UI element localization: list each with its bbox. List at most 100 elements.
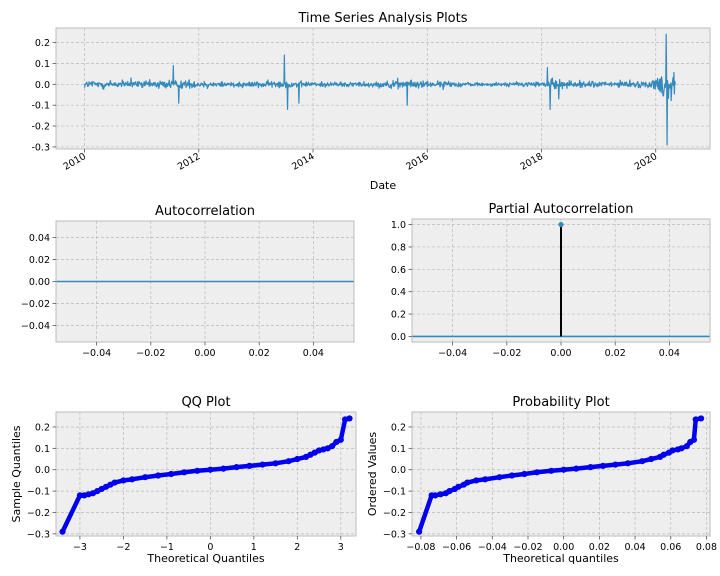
qq-chart: −3 −2 −1 0 1 2 3 −0.3 −0.2 −0.1 0.0 0.1 0.2 QQ Plot Th… [10, 395, 357, 565]
qq-point [220, 465, 227, 472]
ts-frame [55, 27, 711, 150]
qq-point [346, 415, 353, 422]
qq-point [207, 466, 214, 473]
qq-ylabel: Sample Quantiles [10, 425, 23, 522]
prob-point [669, 447, 676, 454]
qq-ytick-label: −0.3 [27, 529, 50, 540]
prob-point [599, 462, 607, 469]
pacf-chart: −0.04 −0.02 0.00 0.02 0.04 0.0 0.2 0.4 0.6 0.8 1.0… [391, 202, 711, 359]
qq-xtick-label: −3 [73, 542, 87, 553]
ts-xtick-label: 2012 [176, 151, 202, 173]
prob-xtick-label: 0.08 [696, 542, 717, 553]
prob-point [446, 488, 453, 495]
ts-ytick-label: 0.1 [35, 59, 50, 70]
ts-xtick-label: 2018 [519, 151, 545, 173]
prob-point [678, 445, 685, 452]
qq-xtick-label: −1 [160, 542, 174, 553]
prob-ytick-label: −0.2 [383, 508, 406, 519]
qq-xlabel: Theoretical Quantiles [146, 552, 264, 565]
prob-point [683, 443, 690, 450]
acf-xtick-label: 0.04 [303, 348, 324, 359]
prob-point [432, 492, 439, 499]
pacf-xtick-label: −0.04 [438, 348, 467, 359]
prob-point [533, 469, 541, 476]
ts-xtick-label: 2020 [633, 151, 659, 173]
acf-xtick-label: −0.04 [82, 348, 111, 359]
qq-frame [55, 411, 357, 537]
qq-point [155, 472, 162, 479]
ts-ytick-label: -0.2 [31, 122, 50, 133]
qq-point [59, 528, 66, 535]
acf-ytick-label: 0.02 [29, 255, 50, 266]
prob-frame [411, 411, 711, 537]
prob-point [648, 455, 655, 463]
acf-xtick-label: 0.02 [249, 348, 270, 359]
prob-point [573, 465, 580, 472]
pacf-ytick-label: 0.8 [391, 242, 406, 253]
pacf-ytick-label: 0.4 [391, 287, 406, 298]
qq-ytick-label: 0.2 [35, 422, 50, 433]
qq-ytick-label: −0.2 [27, 508, 50, 519]
pacf-xtick-label: −0.02 [492, 348, 521, 359]
acf-ytick-label: −0.04 [21, 321, 50, 332]
acf-xtick-label: −0.02 [136, 348, 165, 359]
qq-plot-area [56, 412, 356, 536]
prob-point [587, 464, 594, 471]
ts-xlabel: Date [370, 179, 397, 192]
prob-xtick-label: −0.08 [406, 542, 435, 553]
qq-xtick-label: −2 [116, 542, 130, 553]
ts-ytick-label: -0.3 [31, 142, 50, 153]
prob-xtick-label: 0.04 [624, 542, 645, 553]
qq-xtick-label: 2 [294, 542, 300, 553]
acf-chart: −0.04 −0.02 0.00 0.02 0.04 −0.04 −0.02 0.00 0.02… [21, 204, 355, 359]
ts-series-line [83, 33, 676, 146]
prob-point [473, 477, 480, 484]
ts-xtick-label: 2010 [62, 151, 88, 173]
prob-point [508, 472, 516, 479]
pacf-title: Partial Autocorrelation [489, 202, 634, 217]
pacf-data-layer [412, 221, 710, 338]
qq-point [142, 474, 149, 481]
ts-xtick-label: 2014 [290, 151, 316, 173]
ts-title: Time Series Analysis Plots [297, 11, 467, 26]
pacf-xtick-label: 0.00 [550, 348, 571, 359]
prob-ytick-label: −0.3 [383, 529, 406, 540]
prob-point [496, 474, 503, 481]
qq-point [128, 476, 136, 483]
pacf-xtick-label: 0.04 [659, 348, 680, 359]
ts-plot-area [56, 28, 710, 149]
pacf-xtick-label: 0.02 [605, 348, 626, 359]
ts-ytick-label: 0.0 [35, 80, 50, 91]
prob-point [464, 479, 471, 486]
prob-point [455, 483, 462, 490]
prob-point [521, 470, 528, 478]
qq-point [181, 469, 188, 476]
qq-point [328, 443, 336, 450]
prob-plot-area [412, 412, 710, 536]
prob-point [560, 466, 567, 473]
ts-ytick-label: -0.1 [31, 101, 50, 112]
prob-xlabel: Theoretical quantiles [502, 552, 619, 565]
prob-point [437, 491, 444, 498]
pacf-ytick-label: 0.2 [391, 310, 406, 321]
prob-point [690, 436, 698, 443]
qq-title: QQ Plot [181, 395, 230, 410]
prob-point [697, 415, 705, 422]
qq-point [168, 470, 175, 478]
acf-ytick-label: 0.04 [29, 233, 50, 244]
qq-xtick-label: 3 [338, 542, 344, 553]
qq-point [285, 458, 292, 465]
prob-point [612, 461, 619, 468]
prob-point [548, 467, 555, 474]
qq-ytick-label: 0.0 [35, 465, 50, 476]
prob-ytick-label: −0.1 [383, 487, 406, 498]
acf-title: Autocorrelation [155, 204, 255, 219]
prob-chart: −0.08 −0.06 −0.04 −0.02 0.00 0.02 0.04 0.06 0.08… [366, 395, 717, 565]
prob-xtick-label: 0.06 [660, 542, 681, 553]
qq-point [246, 462, 253, 469]
pacf-ytick-label: 0.6 [391, 265, 406, 276]
qq-point [76, 492, 84, 499]
qq-data-layer [59, 415, 353, 535]
prob-point [660, 451, 667, 458]
